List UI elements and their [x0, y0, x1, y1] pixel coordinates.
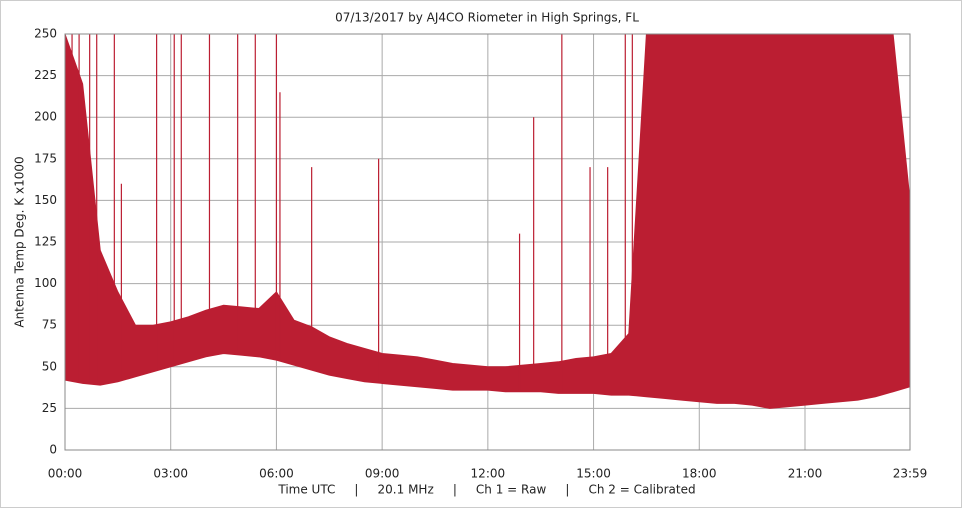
- y-tick-label: 200: [34, 110, 57, 124]
- y-axis-label: Antenna Temp Deg. K x1000: [13, 156, 27, 327]
- y-tick-label: 100: [34, 276, 57, 290]
- x-tick-label: 23:59: [893, 467, 928, 481]
- x-tick-label: 12:00: [471, 467, 506, 481]
- x-tick-label: 15:00: [576, 467, 611, 481]
- x-tick-label: 06:00: [259, 467, 294, 481]
- x-tick-label: 09:00: [365, 467, 400, 481]
- x-tick-label: 03:00: [153, 467, 188, 481]
- chart-title: 07/13/2017 by AJ4CO Riometer in High Spr…: [335, 11, 639, 25]
- y-tick-label: 0: [49, 443, 57, 457]
- x-axis-label: Time UTC | 20.1 MHz | Ch 1 = Raw | Ch 2 …: [277, 483, 695, 497]
- y-tick-label: 250: [34, 27, 57, 41]
- y-tick-label: 150: [34, 193, 57, 207]
- y-tick-label: 50: [42, 359, 57, 373]
- x-tick-label: 00:00: [48, 467, 83, 481]
- x-tick-label: 21:00: [788, 467, 823, 481]
- y-tick-label: 175: [34, 151, 57, 165]
- y-tick-label: 25: [42, 401, 57, 415]
- y-tick-label: 125: [34, 235, 57, 249]
- x-tick-label: 18:00: [682, 467, 717, 481]
- y-tick-label: 225: [34, 68, 57, 82]
- y-tick-label: 75: [42, 318, 57, 332]
- plot-border: [64, 33, 911, 451]
